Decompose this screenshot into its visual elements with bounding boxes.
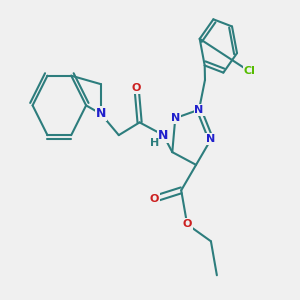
Text: N: N bbox=[158, 129, 169, 142]
Text: H: H bbox=[150, 138, 160, 148]
Text: N: N bbox=[194, 105, 204, 115]
Text: O: O bbox=[182, 219, 192, 229]
Text: N: N bbox=[96, 107, 106, 120]
Text: N: N bbox=[171, 113, 180, 123]
Text: O: O bbox=[150, 194, 159, 204]
Text: O: O bbox=[132, 83, 141, 93]
Text: Cl: Cl bbox=[244, 66, 256, 76]
Text: N: N bbox=[206, 134, 216, 144]
